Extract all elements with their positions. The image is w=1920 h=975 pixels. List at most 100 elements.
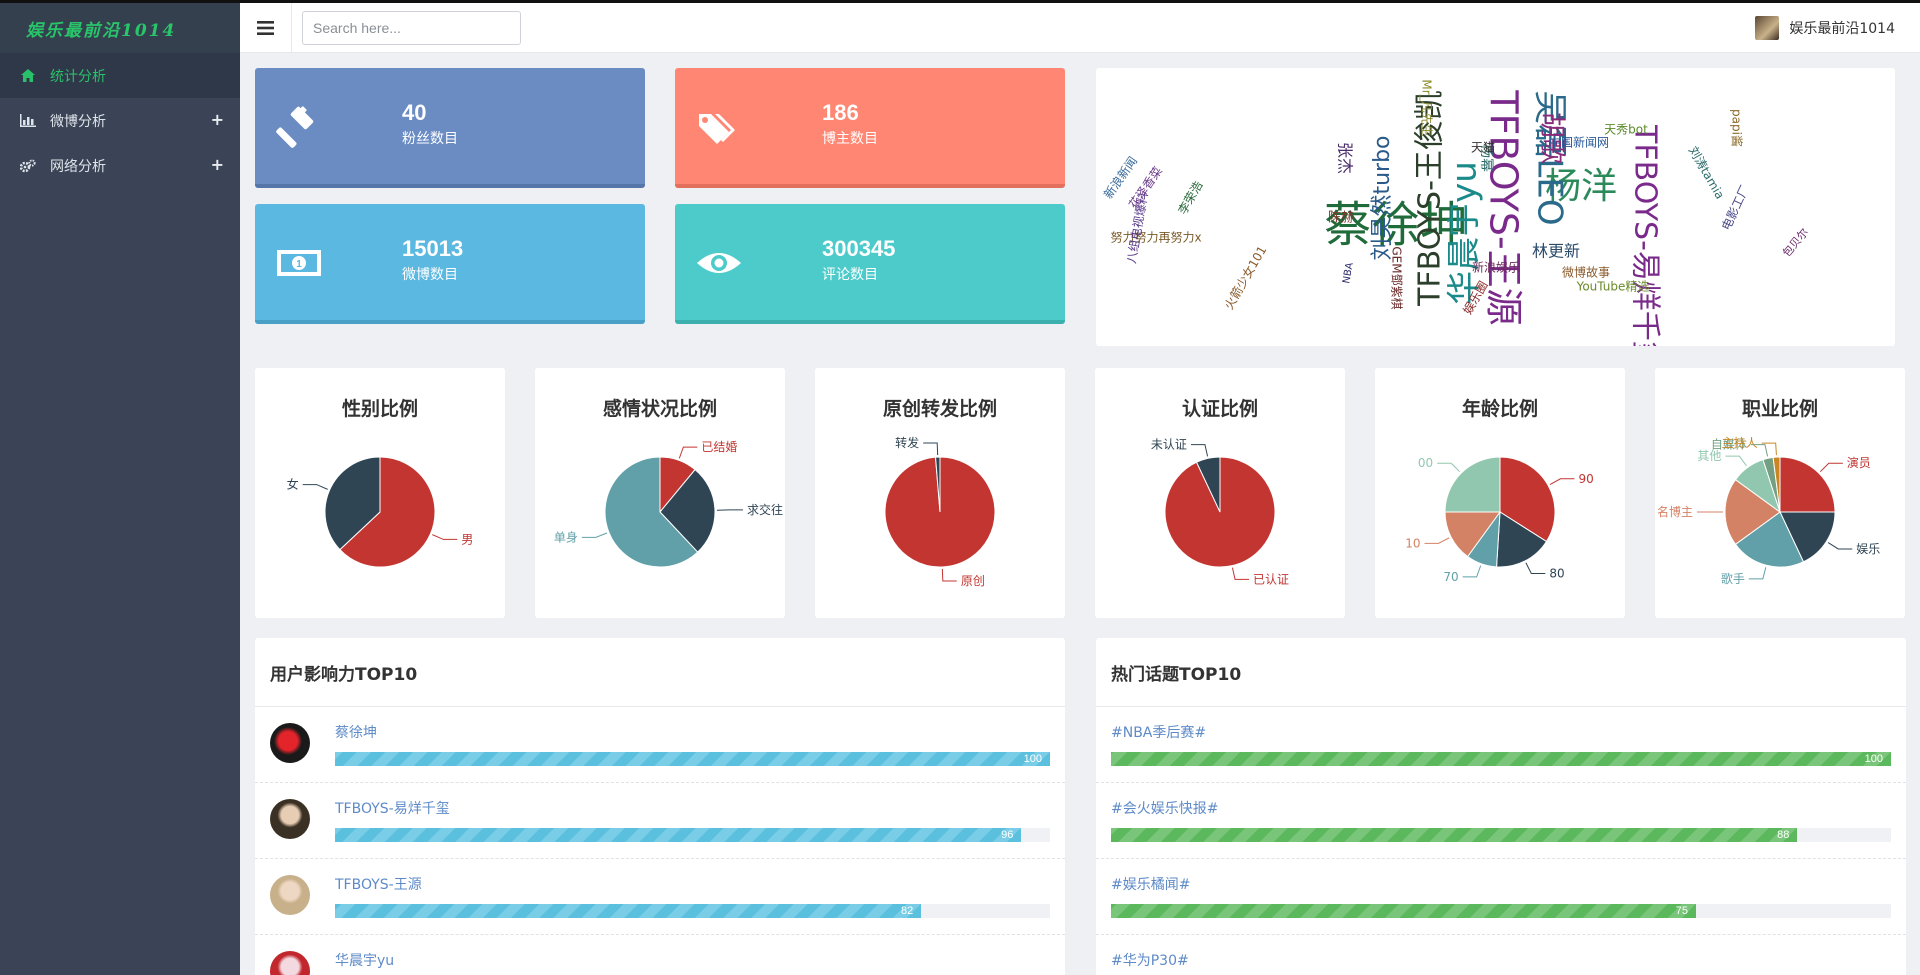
stat-card-fans[interactable]: 40 粉丝数目 <box>255 68 645 188</box>
pie-label-line <box>941 568 957 582</box>
brand-logo[interactable]: 娱乐最前沿1014 <box>0 3 240 53</box>
pie-slice[interactable] <box>1444 456 1501 513</box>
pie-label-line <box>1827 542 1853 550</box>
top10-row[interactable]: #华为P30# <box>1096 935 1906 975</box>
sidebar-item-network[interactable]: 网络分析 + <box>0 143 240 188</box>
word-cloud-word[interactable]: 刘涛tamia <box>1686 143 1728 201</box>
user-avatar[interactable] <box>270 875 310 915</box>
word-cloud-word[interactable]: 天秀bot <box>1604 123 1648 137</box>
top10-row[interactable]: 蔡徐坤 100 <box>255 707 1065 783</box>
progress-fill: 75 <box>1111 904 1696 918</box>
expand-plus-icon[interactable]: + <box>210 155 224 174</box>
word-cloud-word[interactable]: TFBOYS-易烊千玺 <box>1628 124 1663 346</box>
word-cloud-word[interactable]: 中国新闻网 <box>1549 135 1609 150</box>
pie-label-line <box>432 534 458 540</box>
top10-name[interactable]: #华为P30# <box>1111 953 1189 969</box>
top10-row[interactable]: #NBA季后赛# 100 <box>1096 707 1906 783</box>
word-cloud-word[interactable]: 杨洋 <box>1545 166 1617 207</box>
menu-toggle-button[interactable] <box>240 3 292 53</box>
top10-name[interactable]: #娱乐橘闻# <box>1111 877 1191 893</box>
pie-slice[interactable] <box>324 456 381 551</box>
pie-label: 男 <box>461 532 473 546</box>
word-cloud-word[interactable]: 张杰 <box>1336 142 1355 174</box>
top10-name[interactable]: TFBOYS-易烊千玺 <box>335 801 450 817</box>
word-cloud-word[interactable]: 刘昊然turbo <box>1370 135 1395 260</box>
progress-value: 100 <box>1864 753 1883 765</box>
stat-label: 粉丝数目 <box>402 131 458 147</box>
word-cloud-word[interactable]: 李荣浩 <box>1175 178 1206 217</box>
top10-name[interactable]: 蔡徐坤 <box>335 725 377 741</box>
topics-top10-panel: 热门话题TOP10 #NBA季后赛# 100 #会火娱乐快报# 88 #娱乐橘闻# 75 #… <box>1096 638 1906 975</box>
word-cloud-word[interactable]: 火箭少女101 <box>1221 243 1269 312</box>
sidebar-item-stats[interactable]: 统计分析 <box>0 53 240 98</box>
word-cloud-word[interactable]: GEM鄧紫棋 <box>1390 246 1404 309</box>
pie-label: 80 <box>1549 566 1564 580</box>
expand-plus-icon[interactable]: + <box>210 110 224 129</box>
word-cloud-word[interactable]: 微博故事 <box>1562 265 1610 280</box>
word-cloud-word[interactable]: 杨幂 <box>1478 144 1494 172</box>
pie-slice[interactable] <box>339 456 436 568</box>
top10-row[interactable]: 华晨宇yu <box>255 935 1065 975</box>
word-cloud-word[interactable]: papi酱 <box>1730 109 1745 147</box>
user-avatar[interactable] <box>270 799 310 839</box>
top10-name[interactable]: TFBOYS-王源 <box>335 877 422 893</box>
progress-bar: 100 <box>1111 752 1891 766</box>
pie-slice[interactable] <box>1772 456 1781 513</box>
word-cloud-word[interactable]: 陈赫 <box>1328 210 1354 226</box>
money-icon: 1 <box>277 250 321 276</box>
pie-slice[interactable] <box>1779 456 1836 513</box>
top10-row[interactable]: #会火娱乐快报# 88 <box>1096 783 1906 859</box>
top10-name[interactable]: #NBA季后赛# <box>1111 725 1207 741</box>
top10-name[interactable]: 华晨宇yu <box>335 953 395 969</box>
word-cloud-word[interactable]: 努力努力再努力x <box>1110 230 1201 245</box>
word-cloud-word[interactable]: 新浪娱乐 <box>1472 260 1520 275</box>
user-menu[interactable]: 娱乐最前沿1014 <box>1755 16 1895 40</box>
word-cloud-word[interactable]: TFBOYS-王俊凯 <box>1413 90 1448 307</box>
pie-slice[interactable] <box>604 456 699 568</box>
progress-fill: 82 <box>335 904 922 918</box>
sidebar: 娱乐最前沿1014 统计分析 微博分析 + 网络分析 + <box>0 3 240 975</box>
influence-top10-panel: 用户影响力TOP10 蔡徐坤 100 TFBOYS-易烊千玺 96 TFBOYS-王源 8… <box>255 638 1065 975</box>
stat-value: 15013 <box>402 236 464 261</box>
pie-label: 70 <box>1443 570 1458 584</box>
word-cloud-word[interactable]: Mr_凡先生 <box>1420 79 1434 136</box>
word-cloud-word[interactable]: NBA <box>1341 262 1356 285</box>
sidebar-item-weibo[interactable]: 微博分析 + <box>0 98 240 143</box>
top10-row[interactable]: #娱乐橘闻# 75 <box>1096 859 1906 935</box>
stat-card-weibo[interactable]: 1 15013 微博数目 <box>255 204 645 324</box>
pie-slice[interactable] <box>1444 511 1501 558</box>
pie-slice[interactable] <box>1779 511 1836 563</box>
pie-slice[interactable] <box>659 468 716 553</box>
top10-name[interactable]: #会火娱乐快报# <box>1111 801 1219 817</box>
top10-row[interactable]: TFBOYS-易烊千玺 96 <box>255 783 1065 859</box>
pie-slice[interactable] <box>1734 511 1805 568</box>
word-cloud-word[interactable]: TFBOYS-王源 <box>1482 89 1526 325</box>
word-cloud-word[interactable]: 吴磊LEO <box>1530 90 1570 225</box>
pie-chart-age: 90 80 70 10 00 <box>1405 456 1594 584</box>
pie-slice[interactable] <box>1195 456 1221 513</box>
word-cloud-word[interactable]: 林更新 <box>1532 242 1580 261</box>
pie-label: 名博主 <box>1657 504 1693 519</box>
word-cloud-word[interactable]: YouTube精选 <box>1576 280 1650 294</box>
word-cloud-word[interactable]: 包贝尔 <box>1780 226 1811 260</box>
word-cloud-word[interactable]: 天猫 <box>1471 141 1495 155</box>
pie-card-gender: 性别比例 男女 <box>255 368 505 618</box>
search-input[interactable] <box>302 11 521 45</box>
user-avatar[interactable] <box>270 723 310 763</box>
top10-row[interactable]: TFBOYS-王源 82 <box>255 859 1065 935</box>
pie-slice[interactable] <box>1496 511 1548 568</box>
stat-card-bloggers[interactable]: 186 博主数目 <box>675 68 1065 188</box>
stat-card-comments[interactable]: 300345 评论数目 <box>675 204 1065 324</box>
progress-fill: 96 <box>335 828 1022 842</box>
user-avatar[interactable] <box>270 951 310 975</box>
word-cloud-word[interactable]: 华晨宇yu <box>1445 161 1485 305</box>
stat-value: 300345 <box>822 236 896 261</box>
word-cloud-word[interactable]: 蔡徐坤 <box>1324 197 1468 253</box>
pie-slice[interactable] <box>934 456 941 513</box>
pie-slice[interactable] <box>1724 478 1781 546</box>
pie-chart-verified: 已认证 未认证 <box>1151 438 1289 587</box>
word-cloud-word[interactable]: 胡歌 <box>1537 112 1567 164</box>
pie-title: 认证比例 <box>1181 398 1258 420</box>
pie-label: 90 <box>1578 472 1593 486</box>
pie-label-line <box>302 484 328 490</box>
